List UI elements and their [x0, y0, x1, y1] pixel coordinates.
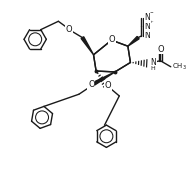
- Text: N: N: [145, 13, 150, 22]
- Text: O: O: [66, 25, 72, 34]
- Text: O: O: [105, 81, 112, 90]
- Text: N: N: [145, 31, 150, 40]
- Text: O: O: [157, 45, 164, 54]
- Text: N: N: [150, 58, 156, 67]
- Text: $^{+}$: $^{+}$: [149, 20, 154, 25]
- Polygon shape: [81, 37, 94, 55]
- Text: CH$_3$: CH$_3$: [173, 62, 187, 72]
- Text: O: O: [88, 80, 95, 89]
- Polygon shape: [93, 72, 115, 85]
- Text: O: O: [108, 35, 115, 44]
- Text: H: H: [150, 66, 155, 71]
- Polygon shape: [128, 36, 139, 46]
- Text: O: O: [108, 35, 115, 44]
- Text: $^{-}$: $^{-}$: [149, 11, 154, 16]
- Text: N: N: [145, 22, 150, 31]
